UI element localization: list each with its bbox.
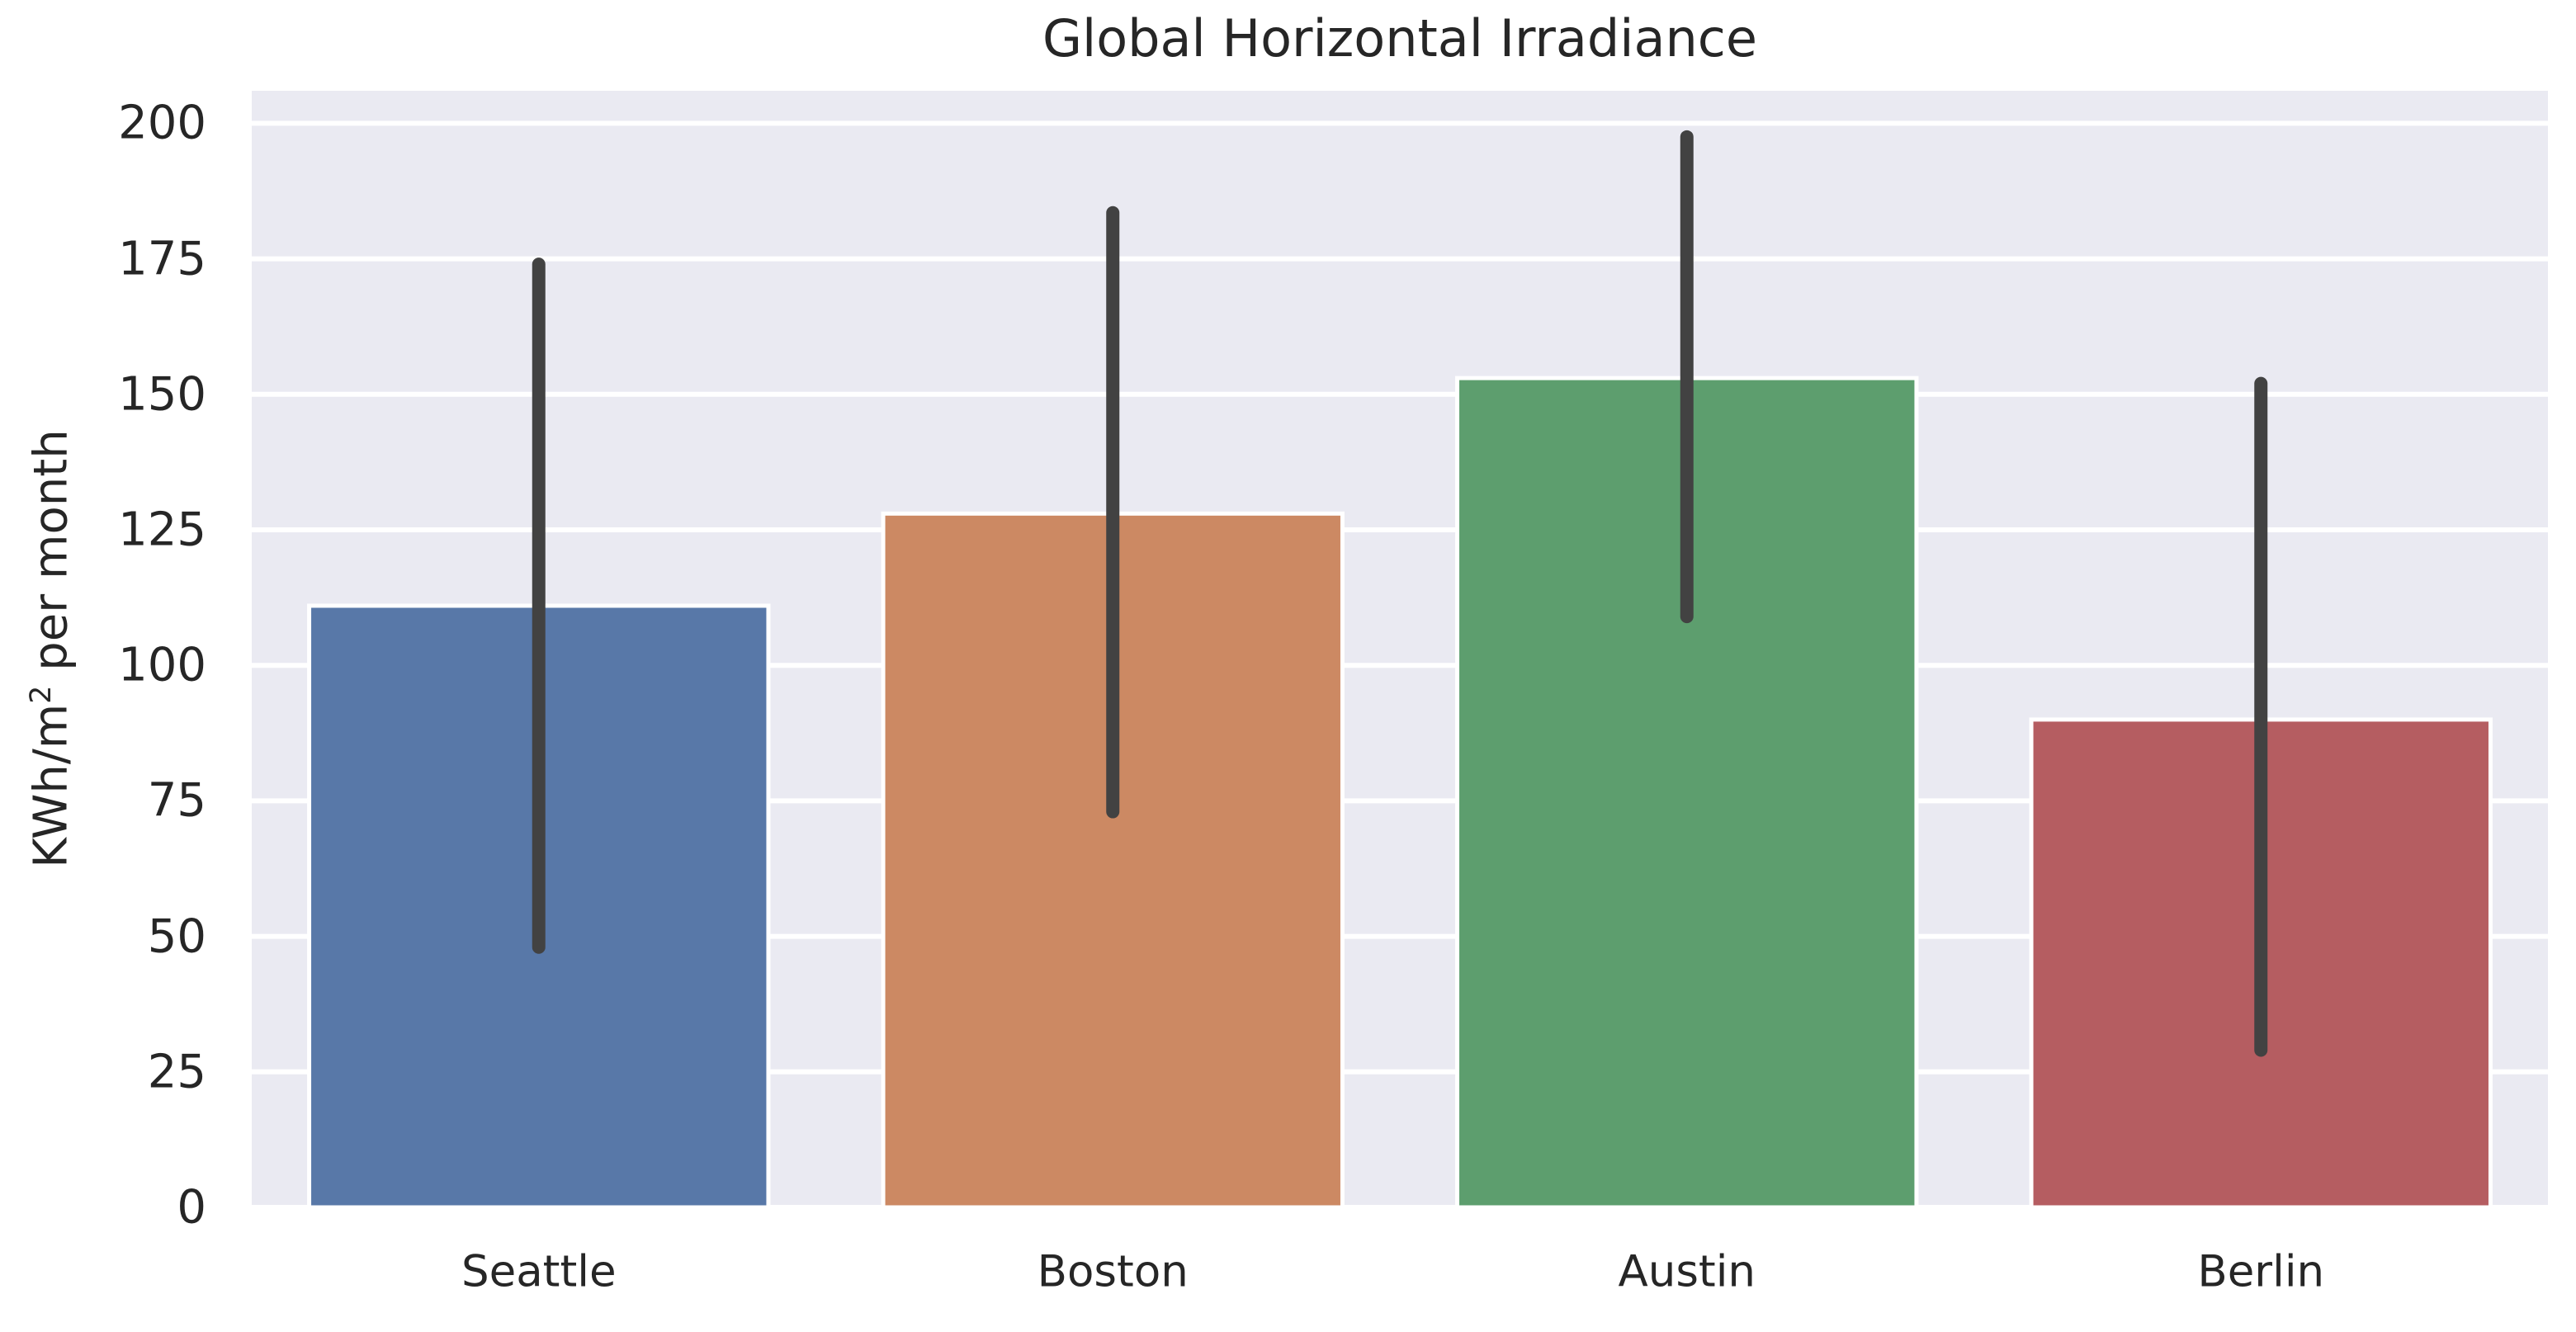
- y-tick-label-175: 175: [118, 232, 206, 286]
- x-tick-label-austin: Austin: [1618, 1246, 1756, 1297]
- x-tick-label-boston: Boston: [1037, 1246, 1189, 1297]
- y-tick-label-75: 75: [147, 773, 206, 828]
- y-tick-label-0: 0: [177, 1180, 206, 1235]
- y-tick-label-100: 100: [118, 638, 206, 692]
- x-tick-label-berlin: Berlin: [2197, 1246, 2325, 1297]
- y-tick-label-125: 125: [118, 503, 206, 557]
- x-tick-label-seattle: Seattle: [461, 1246, 617, 1297]
- y-tick-label-50: 50: [147, 909, 206, 964]
- y-tick-label-200: 200: [118, 96, 206, 150]
- y-tick-label-25: 25: [147, 1045, 206, 1099]
- chart-title: Global Horizontal Irradiance: [1042, 8, 1758, 68]
- y-tick-label-150: 150: [118, 367, 206, 422]
